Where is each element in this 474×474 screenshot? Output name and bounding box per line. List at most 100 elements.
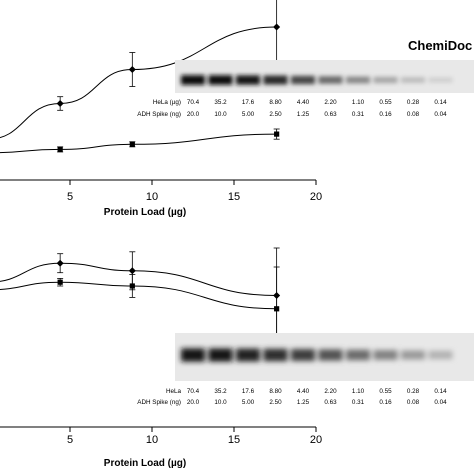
top-lane-value: 5.00	[242, 111, 255, 118]
bottom-blot: HeLa 70.4 35.2 17.6 8.80 4.40 2.20 1.10 0.55 0.28…	[137, 333, 474, 406]
bot-lane-value: 5.00	[242, 399, 255, 406]
bot-lane-value: 2.50	[269, 399, 282, 406]
bot-lane-row-label: HeLa	[166, 388, 182, 395]
bot-lane-row-label: ADH Spike (ng)	[137, 399, 181, 406]
top-square-point	[274, 131, 280, 137]
bot-blot-band	[346, 349, 370, 361]
bot-blot-band	[318, 349, 343, 361]
bottom-series-lines	[0, 262, 277, 310]
bot-tick-label: 5	[67, 434, 73, 446]
top-blot-band	[236, 75, 260, 85]
top-blot: HeLa (µg) 70.4 35.2 17.6 8.80 4.40 2.20 1.10 0.5…	[137, 60, 474, 118]
bot-lane-value: 2.20	[324, 388, 337, 395]
top-series-0-line	[0, 26, 277, 138]
top-lane-value: 2.50	[269, 111, 282, 118]
bot-lane-value: 17.6	[242, 388, 255, 395]
top-lane-value: 0.55	[379, 99, 392, 106]
top-lane-value: 35.2	[214, 99, 227, 106]
bot-blot-band	[236, 348, 260, 362]
top-lane-value: 0.16	[379, 111, 392, 118]
bot-blot-band	[181, 348, 205, 362]
bot-lane-value: 8.80	[269, 388, 282, 395]
bot-lane-value: 0.16	[379, 399, 392, 406]
bot-lane-value: 35.2	[214, 388, 227, 395]
bot-lane-value: 0.28	[407, 388, 420, 395]
bot-blot-band	[401, 350, 425, 360]
bottom-x-axis-title: Protein Load (µg)	[104, 458, 186, 469]
bot-blot-band	[291, 349, 315, 361]
bot-lane-value: 0.55	[379, 388, 392, 395]
top-lane-value: 1.10	[352, 99, 365, 106]
top-lane-value: 0.08	[407, 111, 420, 118]
bot-blot-band	[428, 350, 453, 360]
bot-tick-label: 10	[146, 434, 158, 446]
bot-series-1-line	[0, 281, 277, 310]
top-square-point	[129, 141, 135, 147]
top-lane-value: 0.28	[407, 99, 420, 106]
top-tick-label: 5	[67, 191, 73, 203]
top-blot-band	[263, 75, 288, 85]
bot-blot-band	[208, 348, 233, 362]
top-tick-label: 15	[228, 191, 240, 203]
top-markers	[56, 23, 281, 152]
top-lane-value: 20.0	[187, 111, 200, 118]
bot-diamond-point	[128, 267, 136, 275]
bot-blot-bands	[181, 348, 453, 362]
top-lane-value: 10.0	[214, 111, 227, 118]
bot-lane-value: 1.10	[352, 388, 365, 395]
top-lane-row-label: ADH Spike (ng)	[137, 111, 181, 118]
top-square-point	[57, 146, 63, 152]
bot-lane-value: 0.63	[324, 399, 337, 406]
top-blot-bands	[181, 75, 453, 85]
top-lane-value: 0.04	[434, 111, 447, 118]
bot-lane-value: 70.4	[187, 388, 200, 395]
top-lane-value: 0.63	[324, 111, 337, 118]
bot-lane-value: 0.08	[407, 399, 420, 406]
bot-lane-value: 10.0	[214, 399, 227, 406]
bot-lane-value: 0.04	[434, 399, 447, 406]
top-blot-band	[401, 77, 425, 83]
top-lane-value: 4.40	[297, 99, 310, 106]
bot-lane-value: 20.0	[187, 399, 200, 406]
bottom-markers	[56, 259, 281, 312]
top-diamond-point	[56, 100, 64, 107]
top-blot-band	[318, 76, 343, 84]
top-blot-band	[291, 75, 315, 85]
top-lane-value: 1.25	[297, 111, 310, 118]
top-x-axis-title: Protein Load (µg)	[104, 207, 186, 218]
top-x-ticks: 5 10 15 20	[67, 180, 322, 203]
top-blot-band	[373, 76, 398, 84]
bot-lane-value: 1.25	[297, 399, 310, 406]
top-tick-label: 20	[310, 191, 322, 203]
bot-lane-value: 0.31	[352, 399, 365, 406]
bot-lane-value: 4.40	[297, 388, 310, 395]
bot-diamond-point	[273, 292, 281, 299]
top-diamond-point	[273, 23, 281, 31]
top-tick-label: 10	[146, 191, 158, 203]
top-lane-value: 0.14	[434, 99, 447, 106]
top-lane-value: 17.6	[242, 99, 255, 106]
top-blot-band	[346, 76, 370, 84]
bot-lane-value: 0.14	[434, 388, 447, 395]
top-lane-value: 8.80	[269, 99, 282, 106]
top-lane-row-label: HeLa (µg)	[153, 99, 181, 106]
bot-tick-label: 20	[310, 434, 322, 446]
top-blot-band	[428, 77, 453, 83]
bot-tick-label: 15	[228, 434, 240, 446]
bot-series-0-line	[0, 262, 277, 296]
top-chart: HeLa (µg) 70.4 35.2 17.6 8.80 4.40 2.20 1.10 0.5…	[0, 0, 474, 218]
bot-square-point	[57, 279, 63, 285]
bot-square-point	[274, 306, 280, 312]
bottom-chart: HeLa 70.4 35.2 17.6 8.80 4.40 2.20 1.10 0.55 0.28…	[0, 247, 474, 469]
top-series-1-line	[0, 133, 277, 154]
top-lane-value: 0.31	[352, 111, 365, 118]
top-blot-band	[181, 75, 205, 85]
top-diamond-point	[128, 66, 136, 73]
brand-label: ChemiDoc	[408, 38, 472, 53]
top-lane-value: 70.4	[187, 99, 200, 106]
bot-square-point	[129, 283, 135, 289]
bot-blot-band	[373, 350, 398, 360]
bot-diamond-point	[56, 259, 64, 267]
bottom-x-ticks: 5 10 15 20	[67, 427, 322, 446]
